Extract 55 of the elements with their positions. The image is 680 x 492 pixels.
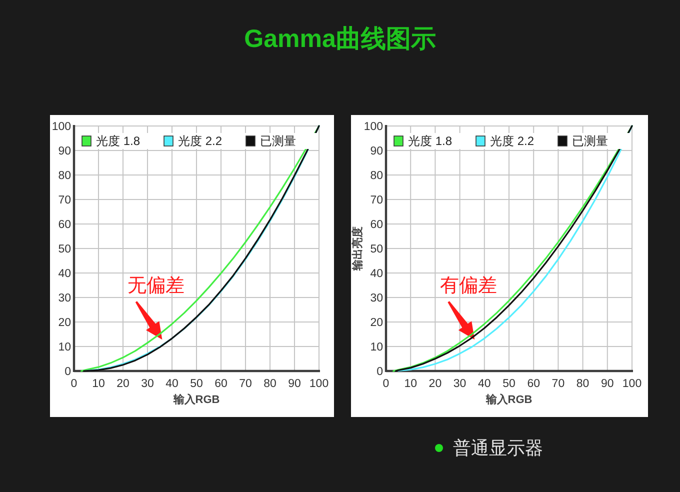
legend-label: 已测量 bbox=[260, 134, 296, 148]
y-tick-label: 80 bbox=[370, 170, 383, 182]
x-tick-label: 100 bbox=[622, 378, 642, 390]
x-tick-label: 80 bbox=[264, 378, 276, 390]
x-tick-label: 70 bbox=[552, 378, 565, 390]
y-axis-title: 输出亮度 bbox=[351, 226, 364, 272]
y-tick-label: 10 bbox=[58, 342, 71, 354]
y-tick-label: 90 bbox=[370, 146, 383, 158]
y-tick-label: 60 bbox=[58, 219, 71, 231]
x-tick-label: 30 bbox=[141, 378, 154, 390]
x-tick-label: 80 bbox=[576, 378, 590, 390]
annotation: 有偏差 bbox=[440, 276, 498, 297]
y-tick-label: 20 bbox=[370, 317, 383, 329]
y-tick-label: 40 bbox=[58, 268, 71, 280]
legend-label: 光度 1.8 bbox=[408, 134, 452, 148]
x-tick-label: 100 bbox=[309, 378, 329, 390]
x-axis-title: 输入RGB bbox=[484, 393, 532, 406]
x-axis-title: 输入RGB bbox=[172, 393, 220, 406]
x-tick-label: 20 bbox=[428, 378, 442, 390]
x-tick-label: 90 bbox=[288, 378, 301, 390]
x-tick-label: 50 bbox=[190, 378, 203, 390]
y-tick-label: 70 bbox=[58, 194, 71, 206]
x-tick-label: 40 bbox=[166, 378, 178, 390]
x-tick-label: 60 bbox=[214, 378, 228, 390]
y-tick-label: 30 bbox=[58, 292, 71, 304]
y-tick-label: 70 bbox=[370, 194, 383, 206]
x-tick-label: 30 bbox=[453, 378, 466, 390]
x-tick-label: 60 bbox=[527, 378, 540, 390]
text: 普通显示器 bbox=[453, 438, 543, 458]
y-tick-label: 60 bbox=[370, 219, 383, 231]
y-tick-label: 90 bbox=[58, 146, 71, 158]
y-tick-label: 50 bbox=[58, 244, 71, 256]
y-tick-label: 20 bbox=[58, 317, 71, 329]
y-tick-label: 10 bbox=[370, 342, 383, 354]
y-tick-label: 0 bbox=[64, 366, 71, 378]
y-tick-label: 30 bbox=[370, 292, 383, 304]
x-tick-label: 90 bbox=[601, 378, 614, 390]
y-tick-label: 80 bbox=[58, 170, 71, 182]
y-tick-label: 100 bbox=[364, 121, 383, 133]
legend-label: 光度 2.2 bbox=[178, 134, 222, 148]
x-tick-label: 70 bbox=[239, 378, 252, 390]
y-tick-label: 50 bbox=[370, 244, 383, 256]
y-tick-label: 0 bbox=[376, 366, 383, 378]
chart-title: Gamma曲线图示 bbox=[244, 25, 436, 53]
legend-label: 光度 2.2 bbox=[490, 134, 534, 148]
legend-label: 已测量 bbox=[572, 134, 608, 148]
x-tick-label: 10 bbox=[92, 378, 105, 390]
legend-label: 光度 1.8 bbox=[96, 134, 140, 148]
annotation: 无偏差 bbox=[128, 276, 185, 297]
x-tick-label: 50 bbox=[502, 378, 516, 390]
x-tick-label: 20 bbox=[116, 378, 130, 390]
x-tick-label: 40 bbox=[478, 378, 491, 390]
y-tick-label: 100 bbox=[52, 121, 71, 133]
x-tick-label: 10 bbox=[404, 378, 417, 390]
y-tick-label: 40 bbox=[370, 268, 383, 280]
